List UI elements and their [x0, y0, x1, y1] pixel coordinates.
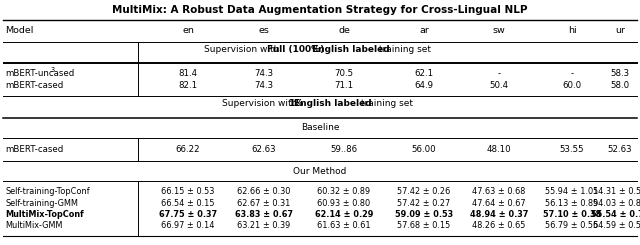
Text: 54.59 ± 0.53: 54.59 ± 0.53 [593, 220, 640, 230]
Text: 47.63 ± 0.68: 47.63 ± 0.68 [472, 187, 525, 196]
Text: 56.79 ± 0.56: 56.79 ± 0.56 [545, 220, 598, 230]
Text: en: en [182, 26, 194, 36]
Text: 70.5: 70.5 [335, 70, 353, 78]
Text: Self-training-GMM: Self-training-GMM [5, 198, 78, 208]
Text: 52.63: 52.63 [608, 146, 632, 155]
Text: 66.97 ± 0.14: 66.97 ± 0.14 [161, 220, 215, 230]
Text: 66.54 ± 0.15: 66.54 ± 0.15 [161, 198, 215, 208]
Text: Full (100%): Full (100%) [267, 45, 324, 54]
Text: 59..86: 59..86 [330, 146, 358, 155]
Text: ur: ur [615, 26, 625, 36]
Text: Supervision with: Supervision with [204, 45, 282, 54]
Text: 60.0: 60.0 [563, 82, 582, 90]
Text: English labeled: English labeled [312, 45, 390, 54]
Text: sw: sw [493, 26, 506, 36]
Text: 50.4: 50.4 [490, 82, 509, 90]
Text: 57.42 ± 0.26: 57.42 ± 0.26 [397, 187, 451, 196]
Text: Our Method: Our Method [293, 167, 347, 175]
Text: MultiMix-TopConf: MultiMix-TopConf [5, 209, 84, 219]
Text: 82.1: 82.1 [179, 82, 198, 90]
Text: Model: Model [5, 26, 33, 36]
Text: 74.3: 74.3 [255, 70, 273, 78]
Text: 54.31 ± 0.51: 54.31 ± 0.51 [593, 187, 640, 196]
Text: es: es [259, 26, 269, 36]
Text: 57.42 ± 0.27: 57.42 ± 0.27 [397, 198, 451, 208]
Text: -: - [570, 70, 573, 78]
Text: Baseline: Baseline [301, 123, 339, 133]
Text: hi: hi [568, 26, 576, 36]
Text: 57.10 ± 0.38: 57.10 ± 0.38 [543, 209, 601, 219]
Text: ar: ar [419, 26, 429, 36]
Text: 55.94 ± 1.01: 55.94 ± 1.01 [545, 187, 598, 196]
Text: 62.63: 62.63 [252, 146, 276, 155]
Text: English labeled: English labeled [294, 98, 372, 108]
Text: 62.66 ± 0.30: 62.66 ± 0.30 [237, 187, 291, 196]
Text: 48.10: 48.10 [486, 146, 511, 155]
Text: 62.67 ± 0.31: 62.67 ± 0.31 [237, 198, 291, 208]
Text: 55.54 ± 0.79: 55.54 ± 0.79 [591, 209, 640, 219]
Text: 63.83 ± 0.67: 63.83 ± 0.67 [235, 209, 293, 219]
Text: 81.4: 81.4 [179, 70, 198, 78]
Text: 61.63 ± 0.61: 61.63 ± 0.61 [317, 220, 371, 230]
Text: 56.00: 56.00 [412, 146, 436, 155]
Text: -: - [497, 70, 500, 78]
Text: mBERT-cased: mBERT-cased [5, 82, 63, 90]
Text: 62.1: 62.1 [415, 70, 433, 78]
Text: 74.3: 74.3 [255, 82, 273, 90]
Text: 1%: 1% [288, 98, 303, 108]
Text: 58.0: 58.0 [611, 82, 630, 90]
Text: 66.22: 66.22 [176, 146, 200, 155]
Text: 60.93 ± 0.80: 60.93 ± 0.80 [317, 198, 371, 208]
Text: 53.55: 53.55 [560, 146, 584, 155]
Text: Self-training-TopConf: Self-training-TopConf [5, 187, 90, 196]
Text: MultiMix-GMM: MultiMix-GMM [5, 220, 63, 230]
Text: 59.09 ± 0.53: 59.09 ± 0.53 [395, 209, 453, 219]
Text: 64.9: 64.9 [415, 82, 433, 90]
Text: mBERT-cased: mBERT-cased [5, 146, 63, 155]
Text: 54.03 ± 0.83: 54.03 ± 0.83 [593, 198, 640, 208]
Text: 60.32 ± 0.89: 60.32 ± 0.89 [317, 187, 371, 196]
Text: MultiMix: A Robust Data Augmentation Strategy for Cross-Lingual NLP: MultiMix: A Robust Data Augmentation Str… [112, 5, 528, 15]
Text: mBERT-uncased: mBERT-uncased [5, 70, 74, 78]
Text: Supervision with: Supervision with [222, 98, 300, 108]
Text: 62.14 ± 0.29: 62.14 ± 0.29 [315, 209, 373, 219]
Text: 48.94 ± 0.37: 48.94 ± 0.37 [470, 209, 528, 219]
Text: training set: training set [358, 98, 413, 108]
Text: training set: training set [376, 45, 431, 54]
Text: 66.15 ± 0.53: 66.15 ± 0.53 [161, 187, 214, 196]
Text: 3: 3 [50, 67, 54, 73]
Text: 56.13 ± 0.89: 56.13 ± 0.89 [545, 198, 598, 208]
Text: 63.21 ± 0.39: 63.21 ± 0.39 [237, 220, 291, 230]
Text: 47.64 ± 0.67: 47.64 ± 0.67 [472, 198, 525, 208]
Text: 57.68 ± 0.15: 57.68 ± 0.15 [397, 220, 451, 230]
Text: 71.1: 71.1 [335, 82, 353, 90]
Text: 58.3: 58.3 [611, 70, 630, 78]
Text: 48.26 ± 0.65: 48.26 ± 0.65 [472, 220, 525, 230]
Text: de: de [338, 26, 350, 36]
Text: 67.75 ± 0.37: 67.75 ± 0.37 [159, 209, 217, 219]
